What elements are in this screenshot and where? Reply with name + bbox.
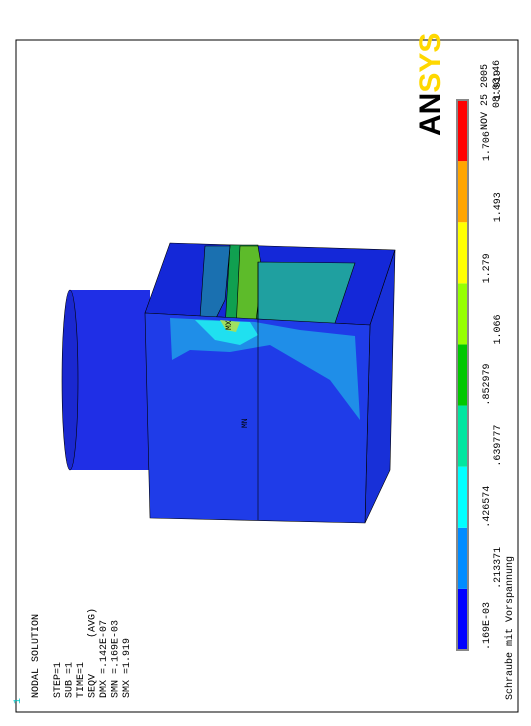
- rotated-content: 1 NODAL SOLUTION STEP=1 SUB =1 TIME=1 SEQV …: [13, 33, 516, 704]
- legend-band: [457, 405, 468, 467]
- legend-band: [457, 588, 468, 650]
- legend-label: .639777: [493, 425, 504, 467]
- logo: ANSYS: [414, 33, 447, 136]
- legend-label: 1.919: [493, 70, 504, 100]
- legend-label: .426574: [482, 486, 493, 528]
- legend-band: [457, 161, 468, 223]
- legend-border: [456, 99, 469, 651]
- legend-label: .213371: [493, 547, 504, 589]
- info-line: TIME=1: [76, 662, 87, 698]
- min-label: MN: [241, 418, 250, 428]
- legend-band: [457, 527, 468, 589]
- legend-band: [457, 222, 468, 284]
- info-line: SUB =1: [65, 662, 76, 698]
- legend-label: .169E-03: [482, 602, 493, 650]
- legend-label: 1.493: [493, 192, 504, 222]
- time: 08:03:46: [492, 60, 503, 108]
- logo-an: AN: [414, 93, 447, 136]
- info-title: NODAL SOLUTION: [31, 614, 42, 698]
- logo-sys: SYS: [414, 33, 447, 93]
- legend-label: .852979: [482, 364, 493, 406]
- info-line: DMX =.142E-07: [99, 620, 110, 698]
- legend-label: 1.279: [482, 253, 493, 283]
- legend-band: [457, 99, 468, 162]
- info-line: SMX =1.919: [122, 638, 133, 698]
- info-line: STEP=1: [53, 662, 64, 698]
- window-number: 1: [13, 698, 24, 704]
- info-line: SEQV (AVG): [87, 608, 99, 698]
- date: NOV 25 2005: [480, 64, 491, 130]
- legend-label: 1.706: [482, 131, 493, 161]
- legend-band: [457, 466, 468, 528]
- caption: Schraube mit Vorspannung: [504, 556, 516, 700]
- max-label: MX: [225, 320, 234, 330]
- legend-band: [457, 283, 468, 345]
- model: [61, 242, 396, 524]
- legend-label: 1.066: [493, 314, 504, 344]
- legend-band: [457, 344, 468, 406]
- info-line: SMN =.169E-03: [111, 620, 122, 698]
